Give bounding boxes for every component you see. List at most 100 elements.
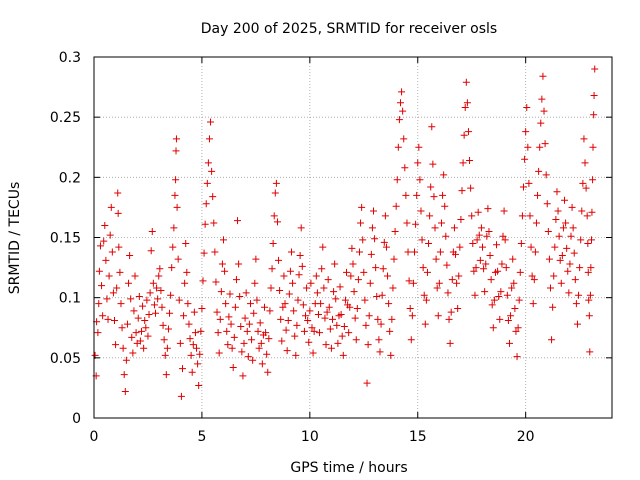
data-point: [353, 304, 361, 312]
data-point: [313, 289, 321, 297]
data-point: [389, 284, 397, 292]
data-point: [132, 329, 140, 337]
data-point: [296, 252, 304, 260]
data-point: [285, 290, 293, 298]
data-point: [417, 207, 425, 215]
x-tick-labels: 0 5 10 15 20: [90, 429, 535, 445]
data-point: [415, 143, 423, 151]
data-point: [100, 237, 108, 245]
data-point: [379, 265, 387, 273]
data-point: [123, 320, 131, 328]
data-point: [134, 314, 142, 322]
data-point: [479, 243, 486, 251]
data-point: [590, 92, 598, 100]
data-point: [248, 336, 256, 344]
data-point: [213, 308, 221, 316]
data-point: [240, 339, 248, 347]
data-point: [495, 292, 503, 300]
data-point: [579, 179, 587, 187]
data-point: [546, 284, 554, 292]
data-point: [199, 277, 207, 285]
data-point: [395, 116, 403, 124]
data-point: [487, 276, 495, 284]
data-point: [505, 339, 513, 347]
data-point: [484, 205, 492, 213]
data-point: [333, 321, 341, 329]
y-tick-label: 0.05: [50, 351, 81, 367]
data-point: [141, 317, 149, 325]
data-point: [538, 95, 546, 103]
data-point: [589, 176, 597, 184]
data-point: [576, 264, 584, 272]
data-point: [121, 388, 129, 396]
data-point: [583, 212, 591, 220]
data-point: [307, 279, 315, 287]
data-point: [328, 315, 336, 323]
data-point: [338, 332, 346, 340]
data-point: [448, 276, 456, 284]
data-point: [439, 191, 447, 199]
data-point: [390, 255, 398, 263]
data-point: [357, 219, 365, 227]
data-point: [249, 356, 257, 364]
data-point: [441, 202, 449, 210]
data-point: [378, 291, 386, 299]
data-point: [280, 272, 288, 280]
data-point: [223, 327, 231, 335]
y-tick-label: 0.3: [59, 50, 81, 66]
data-point: [412, 220, 420, 228]
data-point: [222, 300, 230, 308]
data-point: [187, 351, 195, 359]
data-point: [212, 278, 220, 286]
data-point: [287, 248, 295, 256]
data-point: [504, 317, 512, 325]
data-point: [255, 344, 263, 352]
x-tick-label: 10: [301, 429, 319, 445]
data-point: [423, 268, 431, 276]
data-point: [523, 104, 531, 112]
data-point: [270, 212, 278, 220]
data-point: [202, 200, 210, 208]
data-point: [147, 247, 155, 255]
data-point: [303, 284, 311, 292]
data-point: [234, 217, 242, 225]
data-point: [455, 272, 463, 280]
data-point: [425, 240, 433, 248]
data-point: [358, 203, 366, 211]
data-point: [460, 131, 468, 139]
data-point: [431, 224, 439, 232]
data-point: [299, 301, 307, 309]
data-point: [443, 261, 451, 269]
data-point: [294, 296, 302, 304]
data-point: [189, 341, 197, 349]
data-point: [545, 255, 553, 263]
data-point: [109, 289, 117, 297]
data-point: [586, 348, 594, 356]
data-point: [154, 295, 162, 303]
data-point: [229, 363, 237, 371]
data-point: [407, 336, 415, 344]
data-point: [380, 238, 388, 246]
data-point: [243, 327, 251, 335]
data-point: [471, 291, 479, 299]
data-point: [381, 212, 389, 220]
data-point: [531, 248, 539, 256]
data-point: [553, 188, 561, 196]
data-point: [323, 308, 331, 316]
data-point: [464, 128, 472, 136]
data-point: [370, 207, 378, 215]
y-tick-labels: 0 0.05 0.1 0.15 0.2 0.25 0.3: [50, 50, 81, 427]
data-point: [128, 333, 136, 341]
data-point: [162, 371, 170, 379]
data-point: [371, 235, 379, 243]
data-point: [324, 276, 332, 284]
data-point: [563, 244, 571, 252]
data-point: [204, 159, 212, 167]
y-tick-label: 0.25: [50, 110, 81, 126]
data-point: [567, 232, 575, 240]
data-point: [209, 193, 217, 201]
data-point: [436, 248, 444, 256]
data-point: [119, 344, 127, 352]
data-point: [393, 176, 401, 184]
data-point: [585, 296, 593, 304]
